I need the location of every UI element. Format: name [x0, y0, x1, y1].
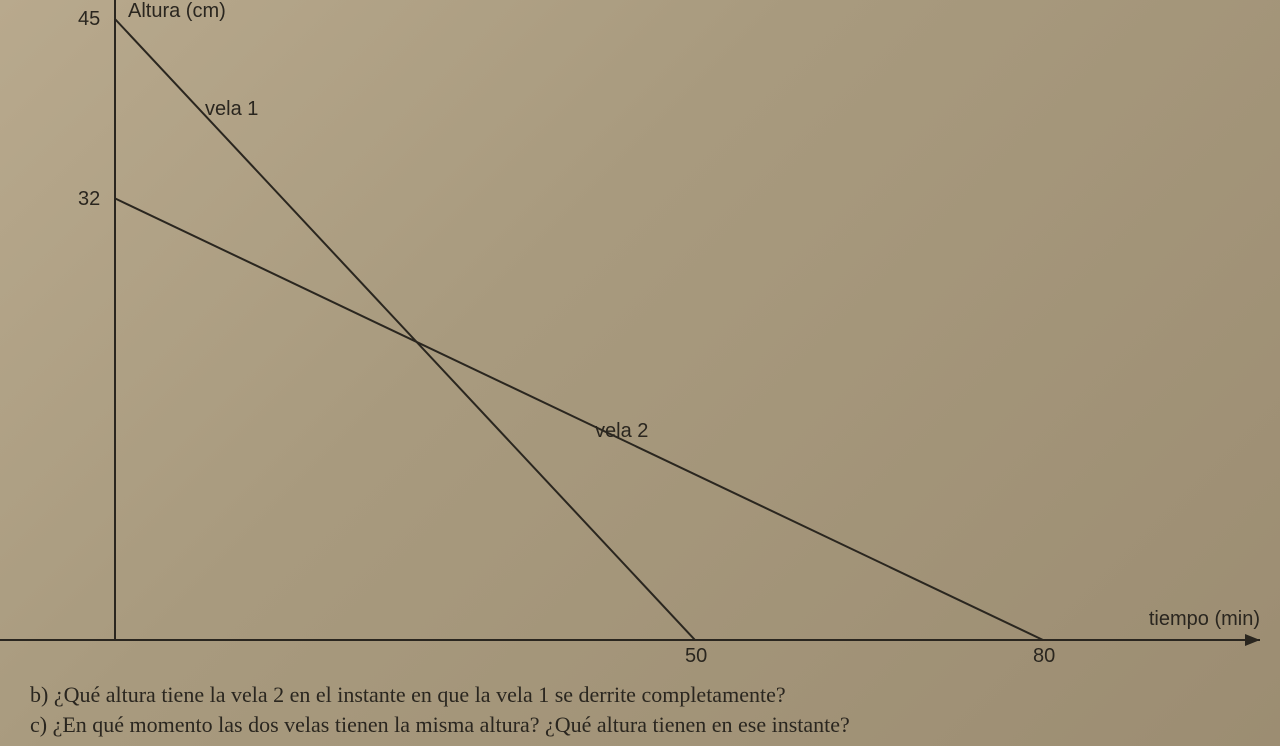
x-axis-label: tiempo (min): [1149, 608, 1260, 631]
series-label-vela-2: vela 2: [595, 420, 648, 443]
line-vela-2: [115, 198, 1043, 640]
questions-block: b) ¿Qué altura tiene la vela 2 en el ins…: [30, 680, 1250, 739]
y-tick-45: 45: [78, 8, 100, 31]
question-b: b) ¿Qué altura tiene la vela 2 en el ins…: [30, 680, 1250, 710]
question-c: c) ¿En qué momento las dos velas tienen …: [30, 710, 1250, 740]
x-axis-arrow: [1245, 634, 1260, 646]
series-label-vela-1: vela 1: [205, 98, 258, 121]
y-tick-32: 32: [78, 188, 100, 211]
line-vela-1: [115, 19, 695, 640]
chart-area: Altura (cm) tiempo (min) 45 32 50 80 vel…: [0, 0, 1280, 660]
y-axis-label: Altura (cm): [128, 0, 226, 23]
x-tick-80: 80: [1033, 645, 1055, 668]
chart-svg: [0, 0, 1280, 660]
x-tick-50: 50: [685, 645, 707, 668]
